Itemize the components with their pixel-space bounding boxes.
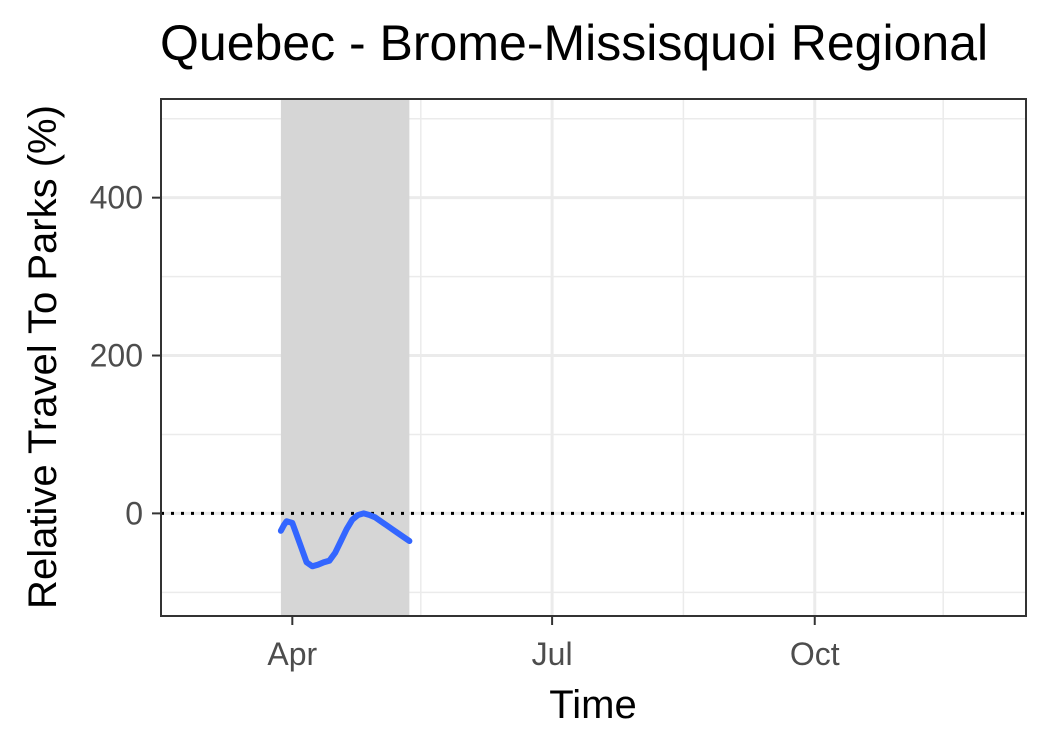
series-layer: [277, 510, 413, 570]
series-line: [277, 510, 413, 570]
x-tick-label: Oct: [790, 636, 840, 672]
y-axis-title: Relative Travel To Parks (%): [21, 105, 65, 609]
x-axis-title: Time: [549, 683, 636, 727]
x-tick-label: Apr: [267, 636, 317, 672]
y-tick-label: 200: [90, 338, 143, 374]
x-axis: Apr Jul Oct: [267, 616, 840, 672]
x-tick-label: Jul: [532, 636, 573, 672]
panel-border: [160, 98, 1027, 617]
y-axis: 0 200 400: [90, 180, 161, 531]
y-tick-label: 0: [125, 495, 143, 531]
chart-title: Quebec - Brome-Missisquoi Regional: [160, 15, 989, 71]
y-tick-label: 400: [90, 180, 143, 216]
